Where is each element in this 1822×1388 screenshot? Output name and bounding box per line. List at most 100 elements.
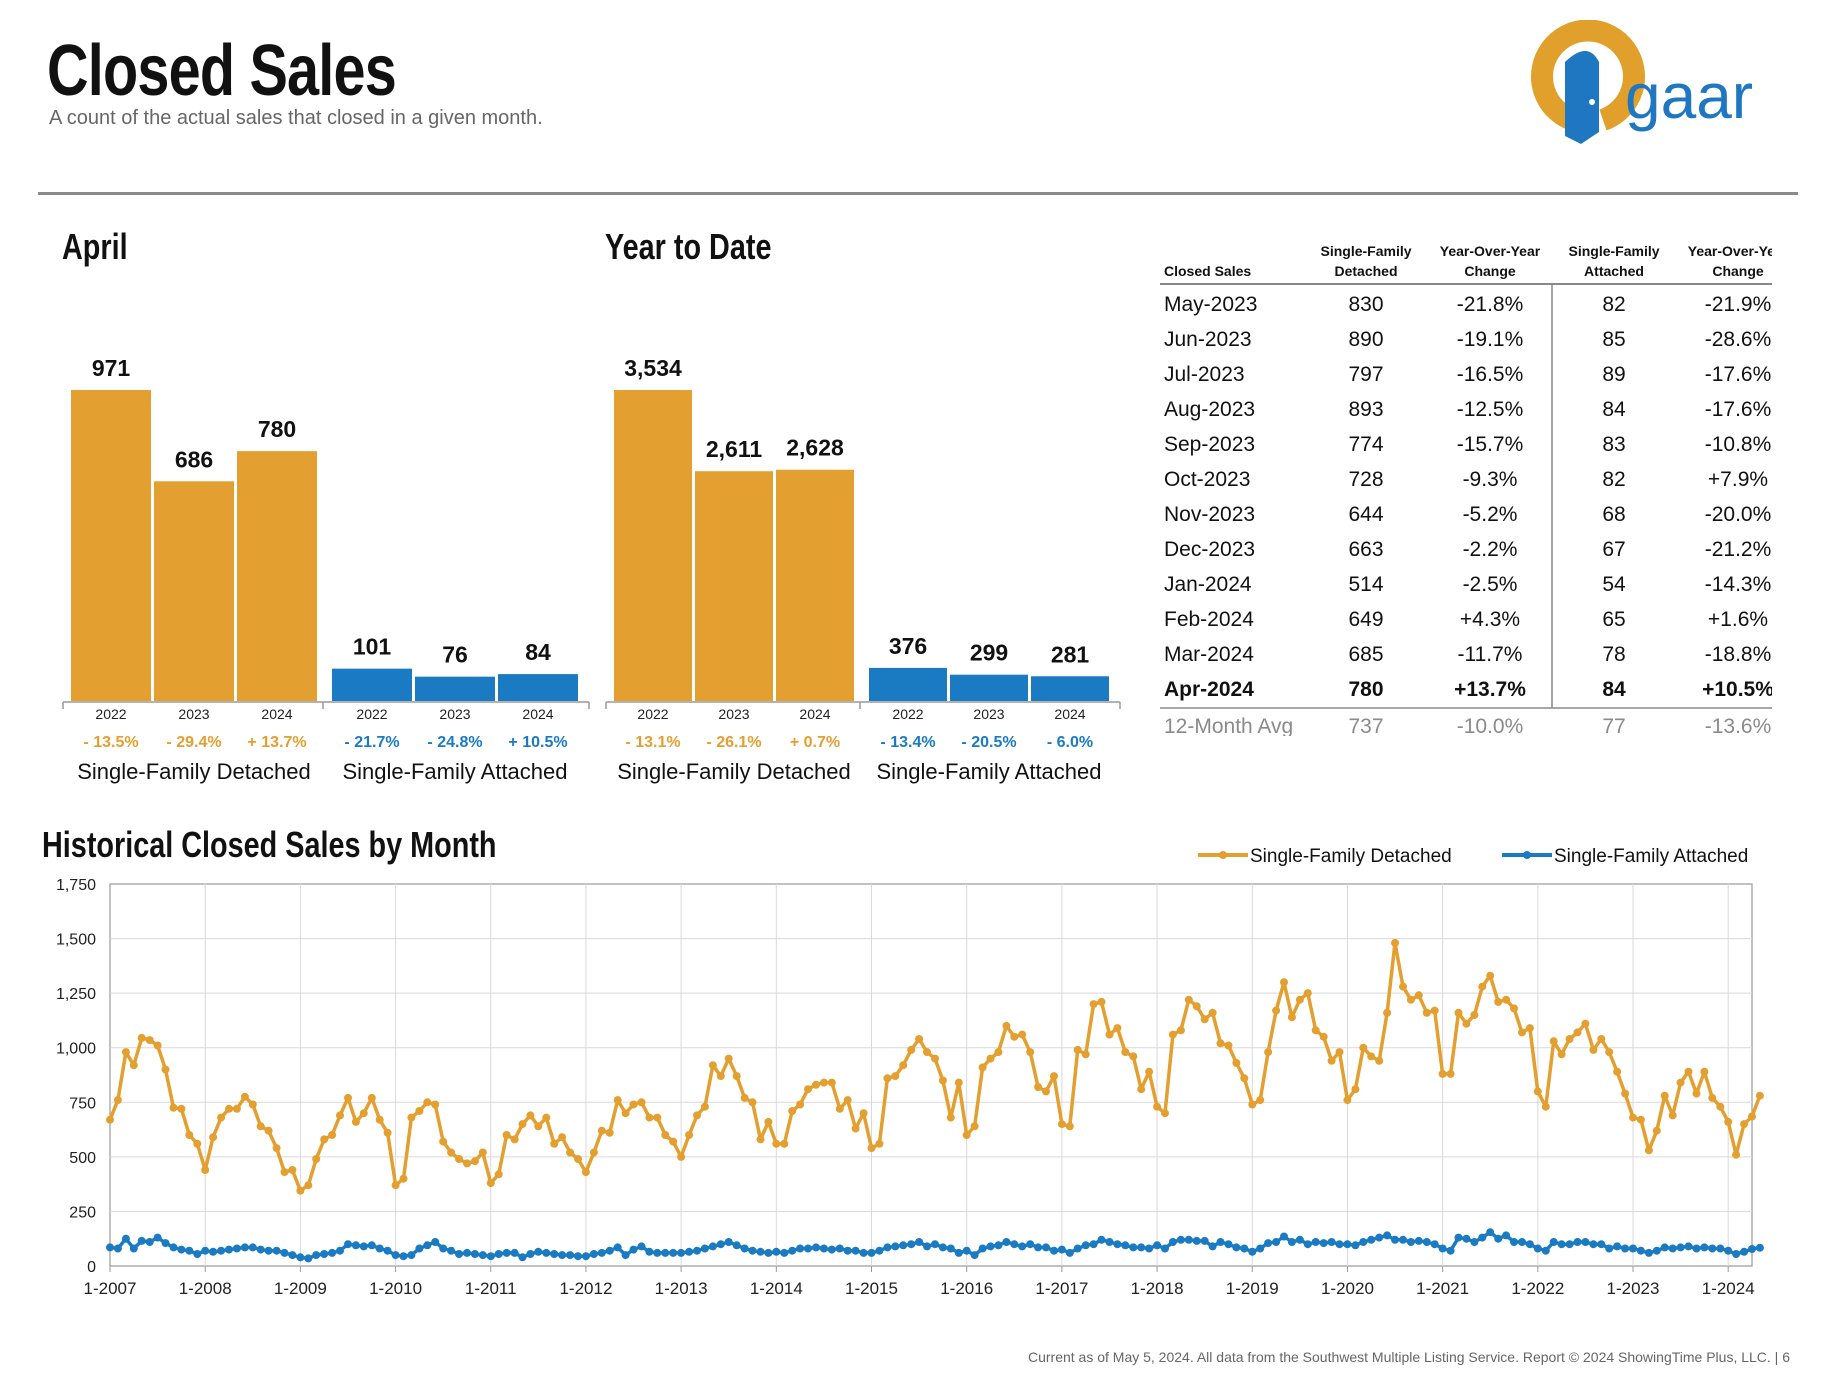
data-point-attached xyxy=(1708,1244,1717,1253)
header-rule xyxy=(38,192,1798,195)
page-title: Closed Sales xyxy=(47,31,397,111)
data-point-attached xyxy=(1510,1238,1518,1246)
data-point-attached xyxy=(177,1245,186,1254)
table-cell: 890 xyxy=(1348,328,1383,351)
data-point-detached xyxy=(367,1093,376,1102)
data-point-attached xyxy=(1621,1244,1630,1253)
data-point-attached xyxy=(883,1243,892,1252)
data-point-detached xyxy=(447,1148,456,1157)
data-point-attached xyxy=(1414,1236,1423,1245)
data-point-detached xyxy=(875,1139,884,1148)
data-point-attached xyxy=(1748,1245,1756,1253)
data-point-detached xyxy=(1510,1004,1518,1013)
data-point-detached xyxy=(296,1186,305,1195)
data-point-attached xyxy=(946,1244,955,1253)
legend-marker xyxy=(1219,851,1227,859)
data-point-attached xyxy=(1668,1244,1677,1253)
x-tick-label: 1-2023 xyxy=(1607,1279,1660,1298)
table-cell: -18.8% xyxy=(1705,643,1772,666)
data-point-attached xyxy=(1684,1242,1693,1251)
data-point-attached xyxy=(185,1246,194,1255)
data-point-detached xyxy=(621,1109,630,1118)
data-point-attached xyxy=(351,1241,360,1250)
april-bar-attached-2023 xyxy=(415,676,495,701)
data-point-detached xyxy=(716,1072,725,1081)
data-point-attached xyxy=(1224,1240,1233,1249)
data-point-attached xyxy=(827,1245,836,1254)
data-point-detached xyxy=(915,1035,924,1043)
data-point-attached xyxy=(1359,1238,1368,1246)
april-change-label: - 29.4% xyxy=(166,734,221,751)
data-point-detached xyxy=(264,1126,273,1135)
data-point-detached xyxy=(1208,1008,1217,1017)
data-point-attached xyxy=(581,1252,590,1261)
data-point-attached xyxy=(415,1244,424,1253)
data-point-attached xyxy=(1303,1240,1312,1249)
data-point-attached xyxy=(1073,1244,1082,1253)
data-point-detached xyxy=(708,1061,717,1070)
x-tick-label: 1-2020 xyxy=(1321,1279,1374,1298)
data-point-attached xyxy=(494,1250,503,1258)
data-point-attached xyxy=(240,1243,249,1252)
data-point-attached xyxy=(1176,1235,1185,1244)
data-point-detached xyxy=(153,1041,162,1050)
data-point-attached xyxy=(1478,1233,1487,1242)
table-cell: -19.1% xyxy=(1457,328,1524,351)
data-point-attached xyxy=(534,1247,543,1256)
data-point-attached xyxy=(1470,1238,1479,1246)
data-point-attached xyxy=(312,1251,321,1260)
data-point-detached xyxy=(1446,1069,1455,1078)
data-point-attached xyxy=(1105,1238,1114,1246)
data-point-attached xyxy=(1660,1243,1669,1252)
data-point-attached xyxy=(1050,1246,1058,1255)
data-point-attached xyxy=(423,1241,432,1250)
data-point-detached xyxy=(1010,1032,1019,1041)
data-point-attached xyxy=(1311,1238,1320,1246)
table-header: Single-Family xyxy=(1568,243,1659,259)
data-point-detached xyxy=(1248,1100,1257,1109)
data-point-detached xyxy=(1002,1021,1011,1030)
data-point-attached xyxy=(915,1238,924,1246)
data-point-detached xyxy=(1351,1085,1360,1094)
data-point-detached xyxy=(1518,1028,1526,1037)
data-point-attached xyxy=(209,1247,218,1256)
data-point-detached xyxy=(1589,1045,1598,1054)
data-point-attached xyxy=(819,1244,828,1253)
data-point-attached xyxy=(375,1244,384,1253)
data-point-detached xyxy=(1018,1030,1027,1039)
data-point-detached xyxy=(1335,1048,1344,1057)
data-point-detached xyxy=(581,1168,590,1177)
footer-note: Current as of May 5, 2024. All data from… xyxy=(1027,1349,1790,1365)
data-point-attached xyxy=(1351,1241,1360,1250)
data-point-attached xyxy=(486,1252,495,1261)
table-cell: -21.9% xyxy=(1705,293,1772,316)
data-point-detached xyxy=(748,1098,757,1107)
data-point-attached xyxy=(1502,1231,1511,1240)
data-point-attached xyxy=(986,1242,995,1251)
data-point-attached xyxy=(1168,1238,1177,1246)
data-point-detached xyxy=(272,1144,281,1153)
data-point-detached xyxy=(605,1128,614,1137)
april-year-label: 2024 xyxy=(261,706,292,722)
data-point-attached xyxy=(796,1244,805,1253)
data-point-attached xyxy=(1137,1243,1146,1252)
legend-marker xyxy=(1523,851,1531,859)
data-point-detached xyxy=(812,1080,820,1089)
data-point-detached xyxy=(1161,1109,1169,1118)
data-point-detached xyxy=(217,1113,226,1122)
data-point-detached xyxy=(1240,1074,1249,1083)
data-point-detached xyxy=(637,1098,646,1107)
data-point-attached xyxy=(1755,1243,1764,1252)
data-point-attached xyxy=(732,1241,741,1250)
data-point-detached xyxy=(518,1120,527,1129)
data-point-detached xyxy=(693,1111,701,1120)
data-point-attached xyxy=(1097,1235,1106,1244)
x-tick-label: 1-2010 xyxy=(369,1279,422,1298)
data-point-detached xyxy=(1168,1030,1177,1039)
data-point-detached xyxy=(1438,1069,1447,1078)
data-point-detached xyxy=(629,1100,638,1109)
table-cell: 78 xyxy=(1602,643,1625,666)
data-point-detached xyxy=(1327,1056,1336,1065)
table-cell: -9.3% xyxy=(1463,468,1518,491)
data-point-detached xyxy=(1113,1024,1122,1033)
